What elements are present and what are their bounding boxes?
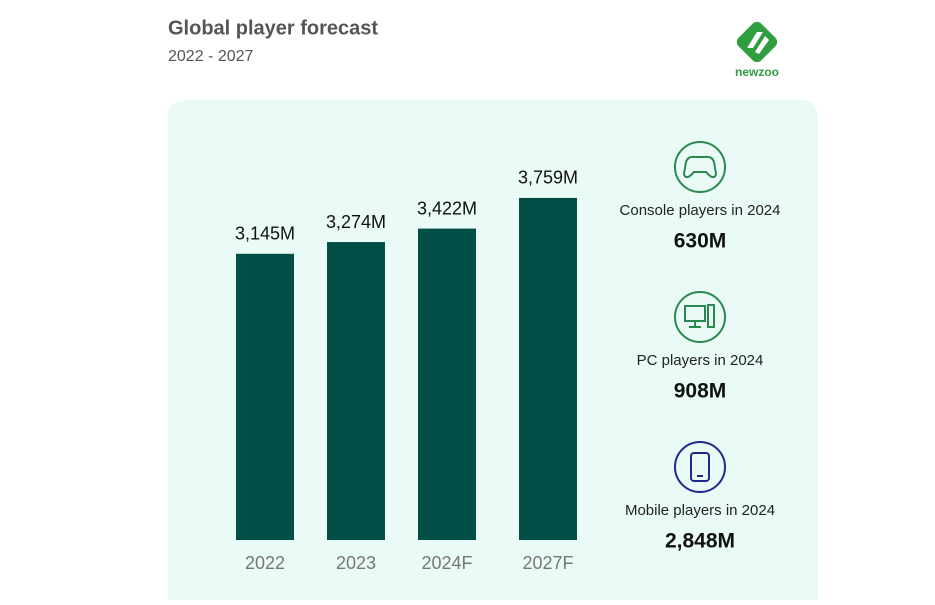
stat-label: Console players in 2024 (620, 202, 781, 219)
stat-label: PC players in 2024 (637, 352, 764, 369)
stat-value: 2,848M (665, 530, 735, 553)
value-label: 3,422M (417, 198, 477, 218)
x-tick-label: 2024F (421, 553, 472, 573)
x-tick-label: 2023 (336, 553, 376, 573)
value-label: 3,274M (326, 212, 386, 232)
x-tick-label: 2027F (522, 553, 573, 573)
value-label: 3,759M (518, 168, 578, 188)
value-label: 3,145M (235, 224, 295, 244)
logo-mark (736, 21, 778, 63)
chart-title: Global player forecast (168, 17, 378, 39)
bar (418, 228, 476, 540)
stat-value: 908M (674, 380, 727, 403)
x-tick-label: 2022 (245, 553, 285, 573)
pc-icon (674, 291, 726, 343)
console-icon (674, 141, 726, 193)
bar (327, 242, 385, 541)
logo-text: newzoo (735, 65, 779, 79)
bar (519, 197, 577, 540)
stat-label: Mobile players in 2024 (625, 502, 775, 519)
stat-value: 630M (674, 230, 727, 253)
logo: newzoo (735, 21, 779, 79)
chart-subtitle: 2022 - 2027 (168, 48, 254, 65)
bar (236, 253, 294, 540)
logo-stripes (747, 32, 769, 54)
mobile-icon (674, 441, 726, 493)
